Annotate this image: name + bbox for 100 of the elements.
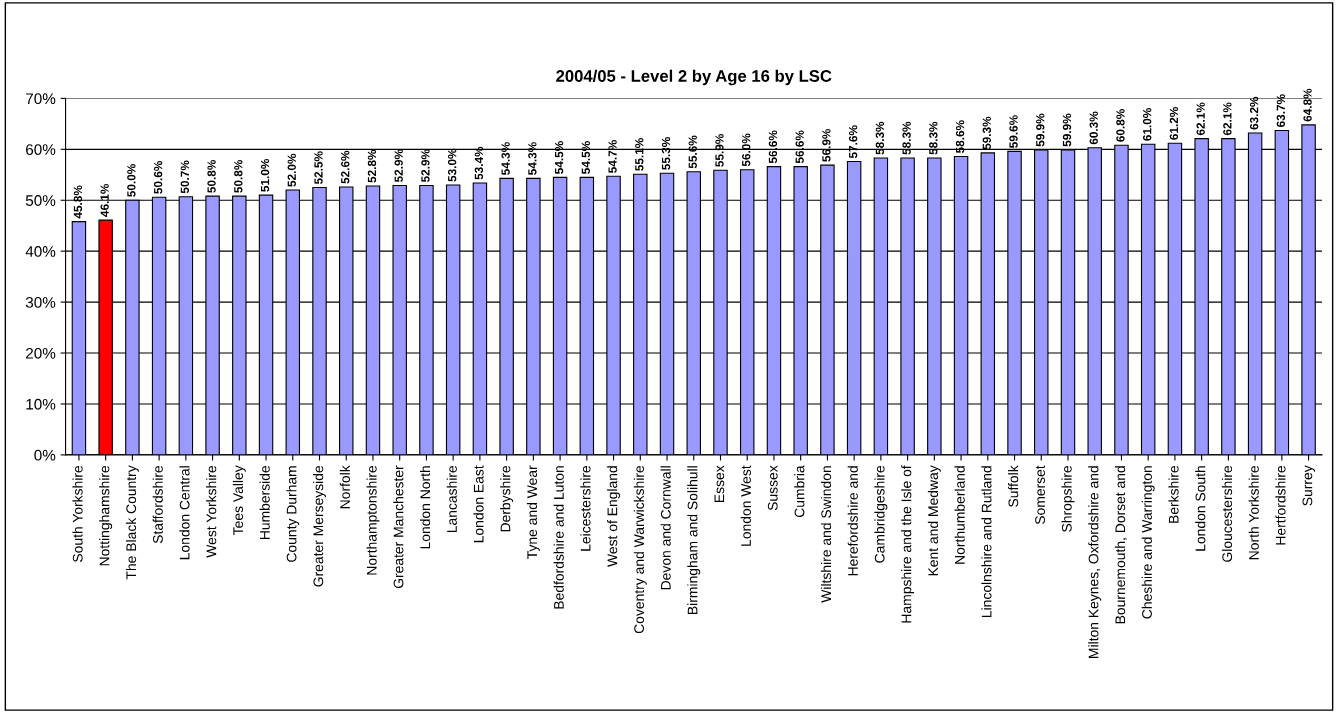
data-label: 50.0% (127, 164, 136, 197)
x-tick-label: Lancashire (446, 465, 457, 533)
x-tick-label: South Yorkshire (72, 465, 83, 562)
x-tick-label: The Black Country (125, 465, 139, 580)
x-tick-label: Kent and Medway (927, 465, 941, 576)
x-tick-label: Nottinghamshire (99, 465, 113, 566)
data-label: 62.1% (1196, 102, 1205, 136)
data-label: 58.6% (955, 120, 965, 154)
y-tick-label: 20% (26, 347, 56, 359)
data-label: 52.8% (367, 149, 377, 183)
data-label: 56.6% (795, 130, 804, 164)
data-label: 59.9% (1036, 113, 1045, 147)
data-label: 50.8% (234, 159, 243, 193)
x-tick-label: Tees Valley (232, 465, 246, 535)
data-label: 45.8% (73, 185, 83, 219)
data-label: 54.5% (554, 141, 564, 174)
y-tick-label: 30% (25, 296, 56, 308)
data-label: 63.7% (1276, 94, 1286, 127)
x-tick-label: Shropshire (1061, 465, 1075, 532)
data-label: 61.0% (1143, 108, 1152, 141)
data-label: 55.9% (715, 133, 724, 167)
x-tick-label: Northumberland (954, 466, 965, 564)
y-tick-label: 50% (25, 195, 56, 206)
data-label: 56.9% (822, 128, 831, 162)
x-tick-label: Humberside (259, 465, 270, 540)
data-label: 52.9% (394, 149, 403, 183)
data-label: 64.8% (1303, 88, 1312, 122)
data-label: 52.9% (421, 149, 430, 183)
data-label: 54.3% (528, 142, 537, 175)
x-tick-label: Essex (714, 465, 725, 502)
data-label: 59.3% (982, 116, 991, 150)
x-tick-label: Devon and Cornwall (660, 466, 671, 590)
x-tick-label: Hampshire and the Isle of (901, 465, 915, 623)
data-label: 55.1% (635, 138, 644, 171)
data-label: 58.3% (902, 121, 911, 155)
data-label: 59.9% (1062, 113, 1072, 147)
y-tick-label: 10% (26, 398, 56, 410)
x-tick-label: Derbyshire (500, 465, 514, 532)
x-tick-label: Tyne and Wear (526, 465, 540, 559)
x-tick-label: Herefordshire and (847, 466, 858, 576)
data-label: 58.3% (875, 121, 885, 155)
data-label: 50.6% (153, 160, 163, 194)
x-tick-label: Bournemouth, Dorset and (1114, 466, 1127, 624)
x-tick-label: London North (419, 466, 431, 549)
data-label: 54.3% (501, 142, 510, 175)
data-label: 53.0% (447, 148, 457, 182)
x-tick-label: Staffordshire (152, 465, 163, 544)
x-tick-label: London East (473, 465, 484, 543)
y-tick-label: 40% (25, 246, 56, 257)
x-tick-label: Hertfordshire (1275, 465, 1286, 545)
data-label: 56.6% (768, 130, 778, 164)
data-label: 57.6% (848, 125, 858, 159)
data-label: 60.3% (1089, 111, 1098, 145)
x-tick-label: Greater Manchester (393, 465, 404, 589)
data-label: 63.2% (1249, 96, 1259, 130)
data-label: 55.6% (688, 135, 697, 169)
x-tick-label: London South (1195, 466, 1206, 551)
x-tick-label: Gloucestershire (1221, 465, 1233, 562)
data-label: 54.5% (581, 141, 590, 174)
x-tick-label: Sussex (767, 465, 778, 511)
x-tick-label: Cambridgeshire (874, 465, 888, 563)
x-tick-label: London Central (179, 466, 190, 560)
x-tick-label: London West (740, 465, 751, 546)
x-tick-label: Cumbria (794, 465, 805, 518)
x-tick-label: West Yorkshire (206, 465, 217, 558)
x-tick-label: Cheshire and Warrington (1141, 466, 1155, 619)
y-tick-label: 0% (34, 449, 56, 461)
x-tick-label: Milton Keynes, Oxfordshire and (1088, 466, 1102, 658)
data-label: 59.6% (1009, 115, 1018, 148)
data-label: 51.0% (260, 158, 270, 192)
x-tick-label: County Durham (286, 466, 300, 562)
data-label: 61.2% (1169, 106, 1179, 140)
x-tick-label: Northamptonshire (366, 465, 380, 575)
x-tick-label: Greater Merseyside (313, 465, 326, 587)
data-label: 60.8% (1116, 109, 1125, 142)
data-label: 54.7% (608, 140, 617, 173)
x-tick-label: Leicestershire (580, 465, 591, 551)
x-tick-label: Birmingham and Solihull (687, 466, 701, 614)
y-tick-label: 60% (26, 144, 56, 156)
x-tick-label: West of England (607, 466, 621, 567)
x-tick-label: Suffolk (1008, 465, 1019, 507)
y-tick-label: 70% (26, 93, 56, 105)
x-tick-label: Bedfordshire and Luton (553, 466, 564, 609)
x-tick-label: Norfolk (339, 465, 350, 509)
data-label: 58.3% (929, 121, 938, 155)
data-label: 52.0% (287, 153, 296, 187)
data-label: 56.0% (742, 133, 751, 167)
x-tick-label: Coventry and Warwickshire (633, 465, 647, 634)
x-tick-label: Wiltshire and Swindon (820, 466, 832, 603)
data-label: 46.1% (100, 183, 109, 217)
x-tick-label: Somerset (1035, 465, 1045, 525)
chart-title: 2004/05 - Level 2 by Age 16 by LSC (556, 69, 832, 86)
x-tick-label: Lincolnshire and Rutland (981, 466, 992, 618)
data-label: 50.8% (207, 159, 216, 193)
x-tick-label: North Yorkshire (1248, 465, 1259, 560)
data-label: 52.6% (341, 150, 350, 184)
x-tick-label: Berkshire (1168, 465, 1179, 523)
data-label: 52.5% (314, 151, 323, 185)
x-tick-label: Surrey (1302, 465, 1316, 506)
data-label: 62.1% (1223, 102, 1232, 136)
